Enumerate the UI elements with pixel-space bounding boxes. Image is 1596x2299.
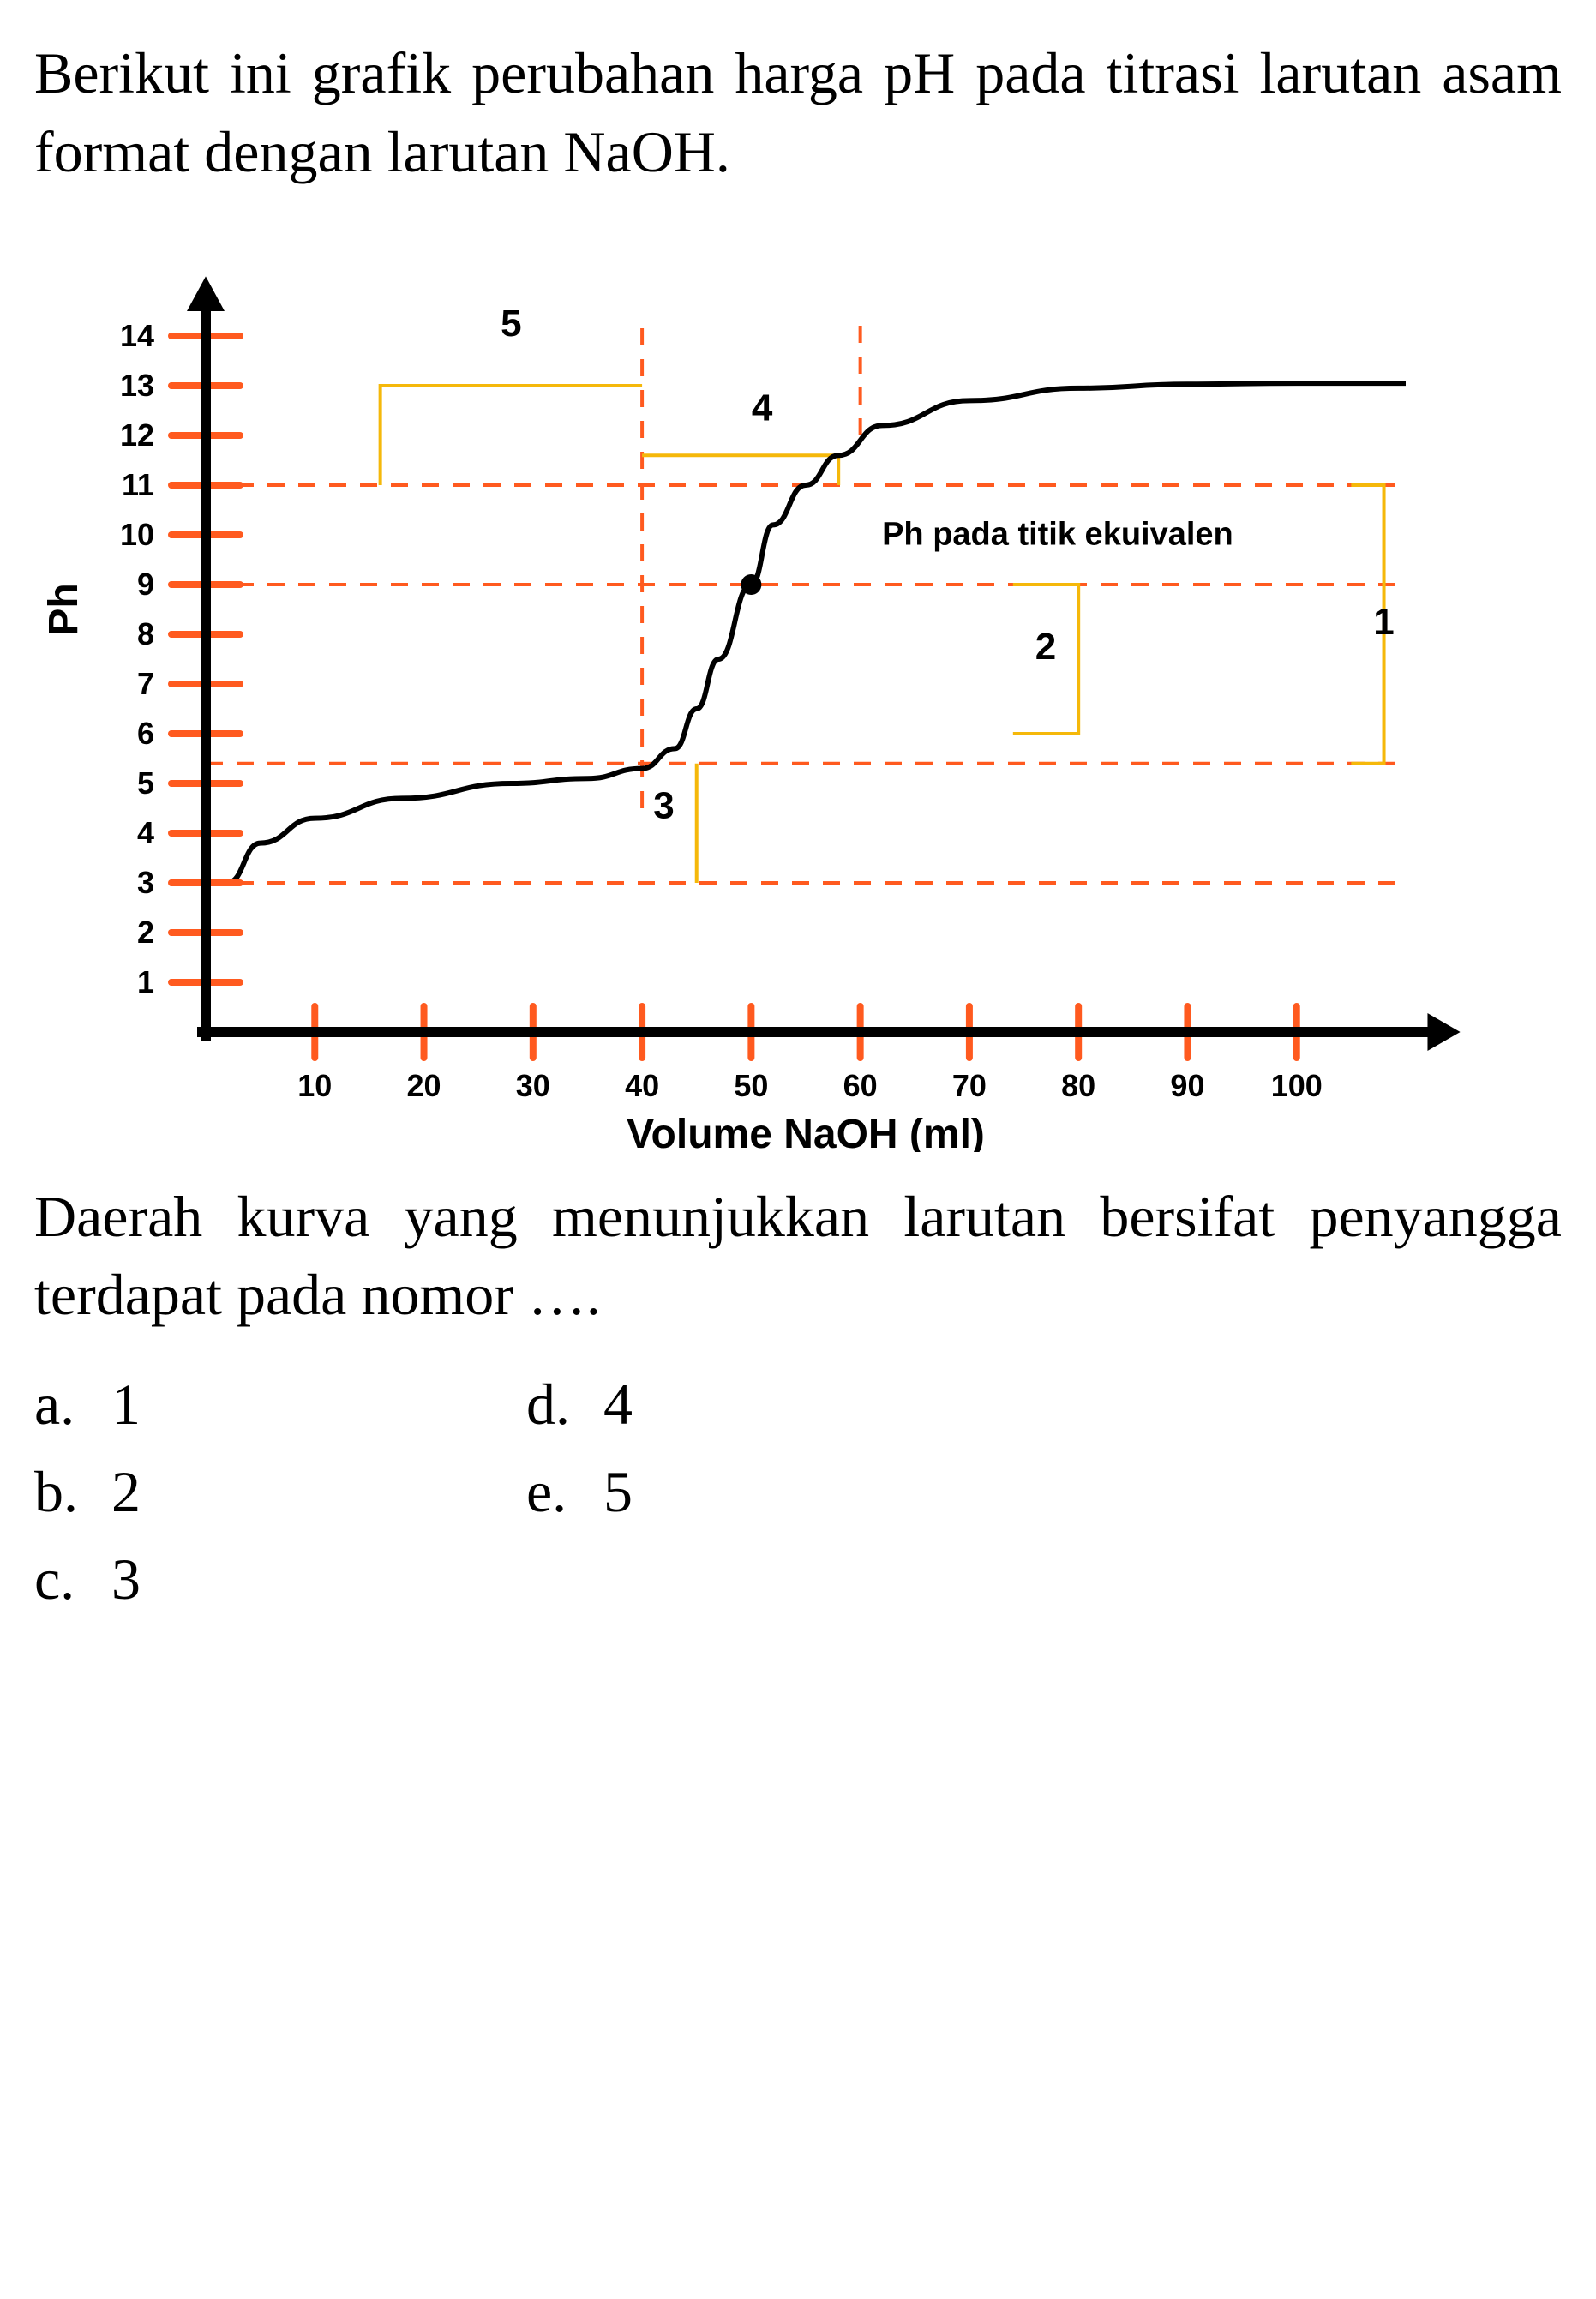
option-b: b. 2 bbox=[34, 1448, 141, 1535]
svg-text:90: 90 bbox=[1170, 1068, 1204, 1103]
svg-text:2: 2 bbox=[137, 915, 154, 950]
svg-text:2: 2 bbox=[1035, 626, 1056, 668]
svg-text:80: 80 bbox=[1061, 1068, 1095, 1103]
svg-text:30: 30 bbox=[516, 1068, 550, 1103]
option-letter-e: e. bbox=[526, 1448, 578, 1535]
option-letter-c: c. bbox=[34, 1535, 86, 1623]
svg-text:5: 5 bbox=[137, 765, 154, 801]
option-e: e. 5 bbox=[526, 1448, 633, 1535]
svg-text:50: 50 bbox=[734, 1068, 768, 1103]
option-value-c: 3 bbox=[111, 1535, 141, 1623]
svg-text:10: 10 bbox=[120, 517, 154, 552]
svg-text:40: 40 bbox=[625, 1068, 659, 1103]
question-intro: Berikut ini grafik perubahan harga pH pa… bbox=[34, 34, 1562, 192]
svg-text:14: 14 bbox=[120, 318, 154, 353]
svg-text:4: 4 bbox=[137, 815, 154, 850]
options-right: d. 4 e. 5 bbox=[526, 1360, 633, 1623]
svg-text:7: 7 bbox=[137, 666, 154, 701]
option-value-b: 2 bbox=[111, 1448, 141, 1535]
svg-text:3: 3 bbox=[653, 784, 674, 826]
chart-svg: Ph pada titik ekuivalen12345678910111213… bbox=[34, 209, 1491, 1152]
svg-text:Volume NaOH (ml): Volume NaOH (ml) bbox=[627, 1112, 985, 1152]
option-value-d: 4 bbox=[603, 1360, 633, 1448]
svg-text:100: 100 bbox=[1271, 1068, 1323, 1103]
option-a: a. 1 bbox=[34, 1360, 141, 1448]
question-conclusion: Daerah kurva yang menunjukkan larutan be… bbox=[34, 1178, 1562, 1336]
svg-text:3: 3 bbox=[137, 865, 154, 900]
svg-text:12: 12 bbox=[120, 417, 154, 453]
svg-text:60: 60 bbox=[843, 1068, 878, 1103]
option-letter-d: d. bbox=[526, 1360, 578, 1448]
svg-text:Ph pada titik ekuivalen: Ph pada titik ekuivalen bbox=[882, 516, 1233, 552]
svg-text:5: 5 bbox=[501, 303, 521, 345]
svg-text:13: 13 bbox=[120, 368, 154, 403]
svg-text:9: 9 bbox=[137, 567, 154, 602]
svg-text:1: 1 bbox=[1373, 601, 1394, 643]
options-left: a. 1 b. 2 c. 3 bbox=[34, 1360, 141, 1623]
svg-text:70: 70 bbox=[952, 1068, 987, 1103]
svg-text:1: 1 bbox=[137, 964, 154, 999]
option-c: c. 3 bbox=[34, 1535, 141, 1623]
svg-text:6: 6 bbox=[137, 716, 154, 751]
titration-chart: Ph pada titik ekuivalen12345678910111213… bbox=[34, 209, 1491, 1152]
option-d: d. 4 bbox=[526, 1360, 633, 1448]
option-value-e: 5 bbox=[603, 1448, 633, 1535]
svg-text:8: 8 bbox=[137, 616, 154, 651]
option-letter-b: b. bbox=[34, 1448, 86, 1535]
options-container: a. 1 b. 2 c. 3 d. 4 e. 5 bbox=[34, 1360, 1562, 1623]
option-letter-a: a. bbox=[34, 1360, 86, 1448]
svg-text:4: 4 bbox=[752, 387, 773, 429]
svg-text:10: 10 bbox=[297, 1068, 332, 1103]
svg-text:Ph: Ph bbox=[41, 583, 87, 635]
svg-text:11: 11 bbox=[122, 467, 154, 502]
svg-text:20: 20 bbox=[407, 1068, 441, 1103]
option-value-a: 1 bbox=[111, 1360, 141, 1448]
